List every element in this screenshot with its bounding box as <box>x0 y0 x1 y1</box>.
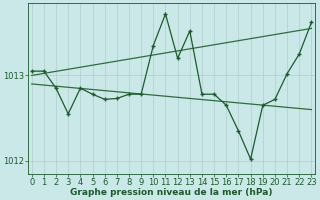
X-axis label: Graphe pression niveau de la mer (hPa): Graphe pression niveau de la mer (hPa) <box>70 188 273 197</box>
